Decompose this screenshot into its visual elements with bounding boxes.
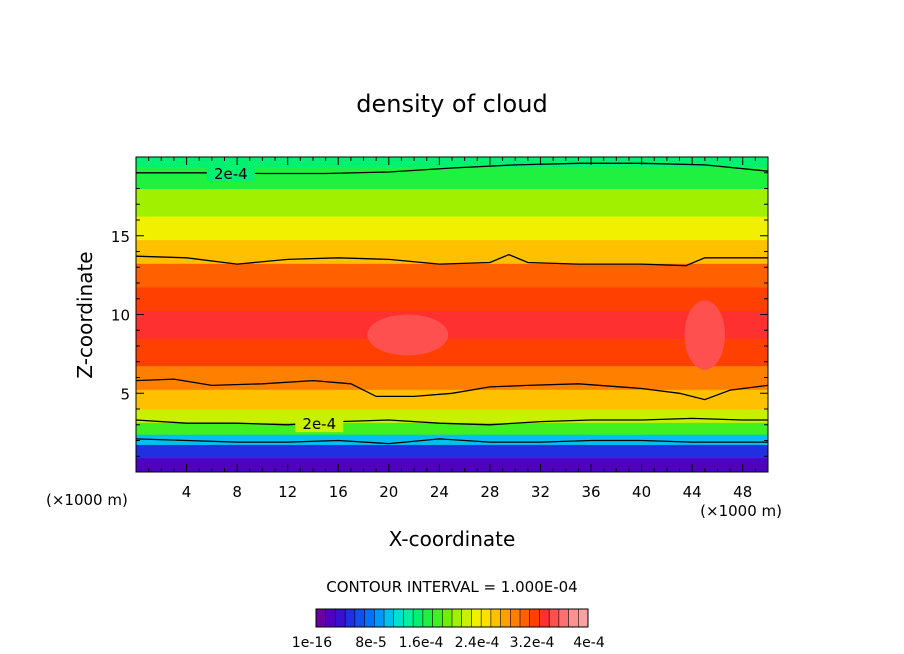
colorbar-label: 1.6e-4 (399, 635, 444, 651)
x-tick-label: 8 (232, 483, 242, 501)
y-axis-ticks: 5 10 15 (111, 172, 768, 457)
colorbar-cell (568, 609, 579, 627)
x-axis-label: X-coordinate (389, 527, 516, 551)
x-tick-label: 4 (182, 483, 192, 501)
colorbar-cell (442, 609, 453, 627)
colorbar-label: 8e-5 (355, 635, 386, 651)
x-tick-label: 40 (632, 483, 651, 501)
colorbar-cell (335, 609, 346, 627)
colorbar-cell (393, 609, 404, 627)
contour-line (136, 378, 768, 401)
contour-label: 2e-4 (214, 165, 248, 183)
colorbar-cell (490, 609, 501, 627)
density-band (136, 166, 768, 189)
colorbar (315, 608, 589, 628)
density-band (136, 188, 768, 217)
contour-lines: 2e-4 2e-4 (136, 162, 768, 445)
y-tick-label: 5 (120, 385, 130, 403)
density-core (684, 300, 726, 370)
contour-label-bg (295, 414, 344, 433)
contour-line (136, 438, 768, 445)
x-tick-label: 16 (329, 483, 348, 501)
x-tick-label: 32 (531, 483, 550, 501)
colorbar-cell (578, 609, 589, 627)
colorbar-cell (539, 609, 550, 627)
colorbar-cell (520, 609, 531, 627)
colorbar-label: 4e-4 (573, 635, 605, 651)
density-band (136, 310, 768, 339)
colorbar-cell (364, 609, 375, 627)
density-band (136, 338, 768, 367)
y-tick-label: 15 (111, 228, 130, 246)
colorbar-cell (316, 609, 327, 627)
colorbar-labels: 1e-16 8e-5 1.6e-4 2.4e-4 3.2e-4 4e-4 (292, 635, 605, 651)
x-tick-label: 12 (278, 483, 297, 501)
colorbar-cell (529, 609, 540, 627)
contour-line (136, 253, 768, 267)
colorbar-cell (413, 609, 424, 627)
chart-title: density of cloud (356, 90, 547, 118)
colorbar-label: 1e-16 (292, 635, 332, 651)
colorbar-cell (345, 609, 356, 627)
colorbar-cell (374, 609, 385, 627)
colorbar-label: 2.4e-4 (455, 635, 500, 651)
density-band (136, 457, 768, 472)
density-band (136, 286, 768, 312)
density-core (367, 314, 449, 356)
y-tick-label: 10 (111, 307, 130, 325)
contour-line (136, 417, 768, 426)
x-tick-label: 36 (581, 483, 600, 501)
contour-label-bg (206, 163, 255, 182)
colorbar-cell (432, 609, 443, 627)
x-unit-left: (×1000 m) (46, 491, 128, 509)
density-band (136, 239, 768, 264)
x-tick-label: 44 (683, 483, 702, 501)
colorbar-frame (315, 608, 589, 628)
colorbar-label: 3.2e-4 (510, 635, 555, 651)
colorbar-cell (422, 609, 433, 627)
x-tick-label: 48 (733, 483, 752, 501)
x-tick-label: 20 (379, 483, 398, 501)
colorbar-cell (549, 609, 560, 627)
density-band (136, 365, 768, 390)
colorbar-cell (481, 609, 492, 627)
colorbar-cell (558, 609, 569, 627)
density-field (136, 157, 768, 472)
colorbar-cell (471, 609, 482, 627)
density-band (136, 444, 768, 459)
colorbar-cell (403, 609, 414, 627)
x-axis-ticks: 4 8 12 16 20 24 28 32 36 40 44 48 (148, 157, 756, 501)
density-band (136, 216, 768, 241)
density-band (136, 389, 768, 410)
x-tick-label: 28 (480, 483, 499, 501)
colorbar-cell (452, 609, 463, 627)
colorbar-cell (325, 609, 336, 627)
colorbar-cell (500, 609, 511, 627)
colorbar-cell (384, 609, 395, 627)
x-tick-label: 24 (430, 483, 449, 501)
contour-interval-text: CONTOUR INTERVAL = 1.000E-04 (326, 578, 577, 596)
density-band (136, 422, 768, 435)
colorbar-cell (354, 609, 365, 627)
colorbar-cell (461, 609, 472, 627)
colorbar-cell (510, 609, 521, 627)
density-band (136, 157, 768, 167)
x-unit-right: (×1000 m) (700, 502, 782, 520)
y-axis-label: Z-coordinate (73, 251, 97, 378)
density-band (136, 263, 768, 288)
density-band (136, 409, 768, 423)
contour-label: 2e-4 (302, 415, 336, 433)
